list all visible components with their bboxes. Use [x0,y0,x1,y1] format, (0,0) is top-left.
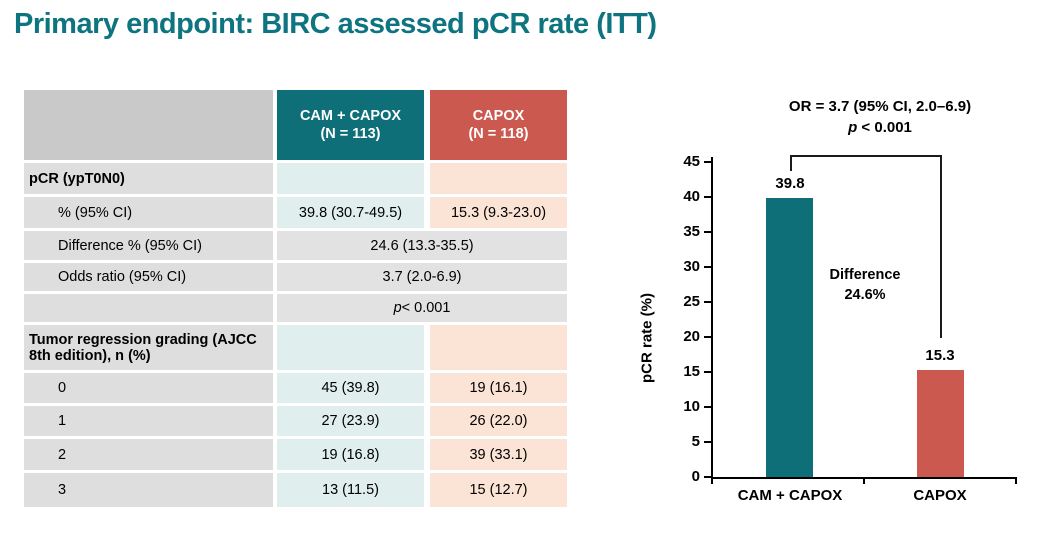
y-tick-label-35: 35 [683,223,700,240]
y-tick-label-20: 20 [683,328,700,345]
table-header-row: CAM + CAPOX (N = 113) CAPOX (N = 118) [24,90,567,160]
cam-cell: 45 (39.8) [277,373,424,403]
cam-cell: 27 (23.9) [277,406,424,436]
x-tick-right [1015,479,1017,484]
row-label: Odds ratio (95% CI) [24,263,273,291]
cam-cell: 13 (11.5) [277,473,424,507]
row-label: 0 [24,373,273,403]
table-row-pcr-section: pCR (ypT0N0) [24,163,567,194]
capox-cell: 15 (12.7) [430,473,567,507]
table-row-p-value: p < 0.001 [24,294,567,322]
header-capox-name: CAPOX [472,108,525,124]
difference-label: Difference 24.6% [800,265,930,305]
table-row-difference: Difference % (95% CI) 24.6 (13.3-35.5) [24,231,567,260]
y-tick-label-30: 30 [683,258,700,275]
y-tick-10 [704,406,711,408]
y-tick-45 [704,161,711,163]
row-label: Difference % (95% CI) [24,231,273,260]
table-row-trg-section: Tumor regression grading (AJCC 8th editi… [24,325,567,370]
row-label: 1 [24,406,273,436]
y-tick-label-45: 45 [683,153,700,170]
header-cam-capox-name: CAM + CAPOX [299,108,402,124]
p-value-text: < 0.001 [401,300,451,316]
merged-value-cell: 24.6 (13.3-35.5) [277,231,567,260]
results-table: CAM + CAPOX (N = 113) CAPOX (N = 118) pC… [24,90,567,510]
bar-value-cam-capox: 39.8 [775,175,805,192]
table-row-grade-1: 1 27 (23.9) 26 (22.0) [24,406,567,436]
capox-cell: 39 (33.1) [430,439,567,470]
or-annotation: OR = 3.7 (95% CI, 2.0–6.9) p < 0.001 [720,96,1040,138]
cam-cell: 19 (16.8) [277,439,424,470]
table-row-grade-3: 3 13 (11.5) 15 (12.7) [24,473,567,507]
table-row-odds-ratio: Odds ratio (95% CI) 3.7 (2.0-6.9) [24,263,567,291]
x-tick-middle [863,479,865,484]
bar-capox [917,370,964,477]
difference-label-line1: Difference [829,267,901,283]
y-tick-label-15: 15 [683,363,700,380]
or-annotation-line1: OR = 3.7 (95% CI, 2.0–6.9) [788,98,972,115]
table-row-grade-0: 0 45 (39.8) 19 (16.1) [24,373,567,403]
capox-cell: 26 (22.0) [430,406,567,436]
cam-cell [277,163,424,194]
capox-cell [430,325,567,370]
difference-label-line2: 24.6% [844,287,886,303]
row-label: 2 [24,439,273,470]
table-row-pct-ci: % (95% CI) 39.8 (30.7-49.5) 15.3 (9.3-23… [24,197,567,228]
y-tick-5 [704,441,711,443]
bar-value-capox: 15.3 [925,347,955,364]
comparison-bracket-left [790,155,792,171]
y-tick-label-40: 40 [683,188,700,205]
p-symbol: p [848,119,858,136]
capox-cell: 19 (16.1) [430,373,567,403]
row-label [24,294,273,322]
y-tick-0 [704,476,711,478]
y-tick-label-0: 0 [691,468,700,485]
y-tick-label-5: 5 [691,433,700,450]
row-label: % (95% CI) [24,197,273,228]
x-axis [711,477,1017,479]
y-tick-label-10: 10 [683,398,700,415]
row-label: pCR (ypT0N0) [24,163,273,194]
row-label: 3 [24,473,273,507]
y-tick-35 [704,231,711,233]
y-tick-15 [704,371,711,373]
y-tick-40 [704,196,711,198]
comparison-bracket-right [940,155,942,338]
header-capox-n: (N = 118) [468,126,529,142]
header-empty-cell [24,90,273,160]
cam-cell: 39.8 (30.7-49.5) [277,197,424,228]
header-capox: CAPOX (N = 118) [430,90,567,160]
header-cam-capox: CAM + CAPOX (N = 113) [277,90,424,160]
cam-cell [277,325,424,370]
y-tick-label-25: 25 [683,293,700,310]
capox-cell [430,163,567,194]
row-label: Tumor regression grading (AJCC 8th editi… [24,325,273,370]
y-axis-label: pCR rate (%) [638,292,656,384]
or-annotation-line2: p < 0.001 [720,117,1040,138]
p-value-text: < 0.001 [857,119,912,136]
bar-cam-capox [766,198,813,477]
page-title: Primary endpoint: BIRC assessed pCR rate… [14,8,657,40]
merged-value-cell: p < 0.001 [277,294,567,322]
y-axis [711,157,713,479]
comparison-bracket-top [790,155,942,157]
p-symbol: p [393,300,402,316]
x-category-cam-capox: CAM + CAPOX [737,487,843,504]
table-row-grade-2: 2 19 (16.8) 39 (33.1) [24,439,567,470]
x-category-capox: CAPOX [913,487,967,504]
y-tick-25 [704,301,711,303]
merged-value-cell: 3.7 (2.0-6.9) [277,263,567,291]
capox-cell: 15.3 (9.3-23.0) [430,197,567,228]
x-tick-left [711,479,713,484]
y-tick-30 [704,266,711,268]
y-tick-20 [704,336,711,338]
header-cam-capox-n: (N = 113) [320,126,381,142]
